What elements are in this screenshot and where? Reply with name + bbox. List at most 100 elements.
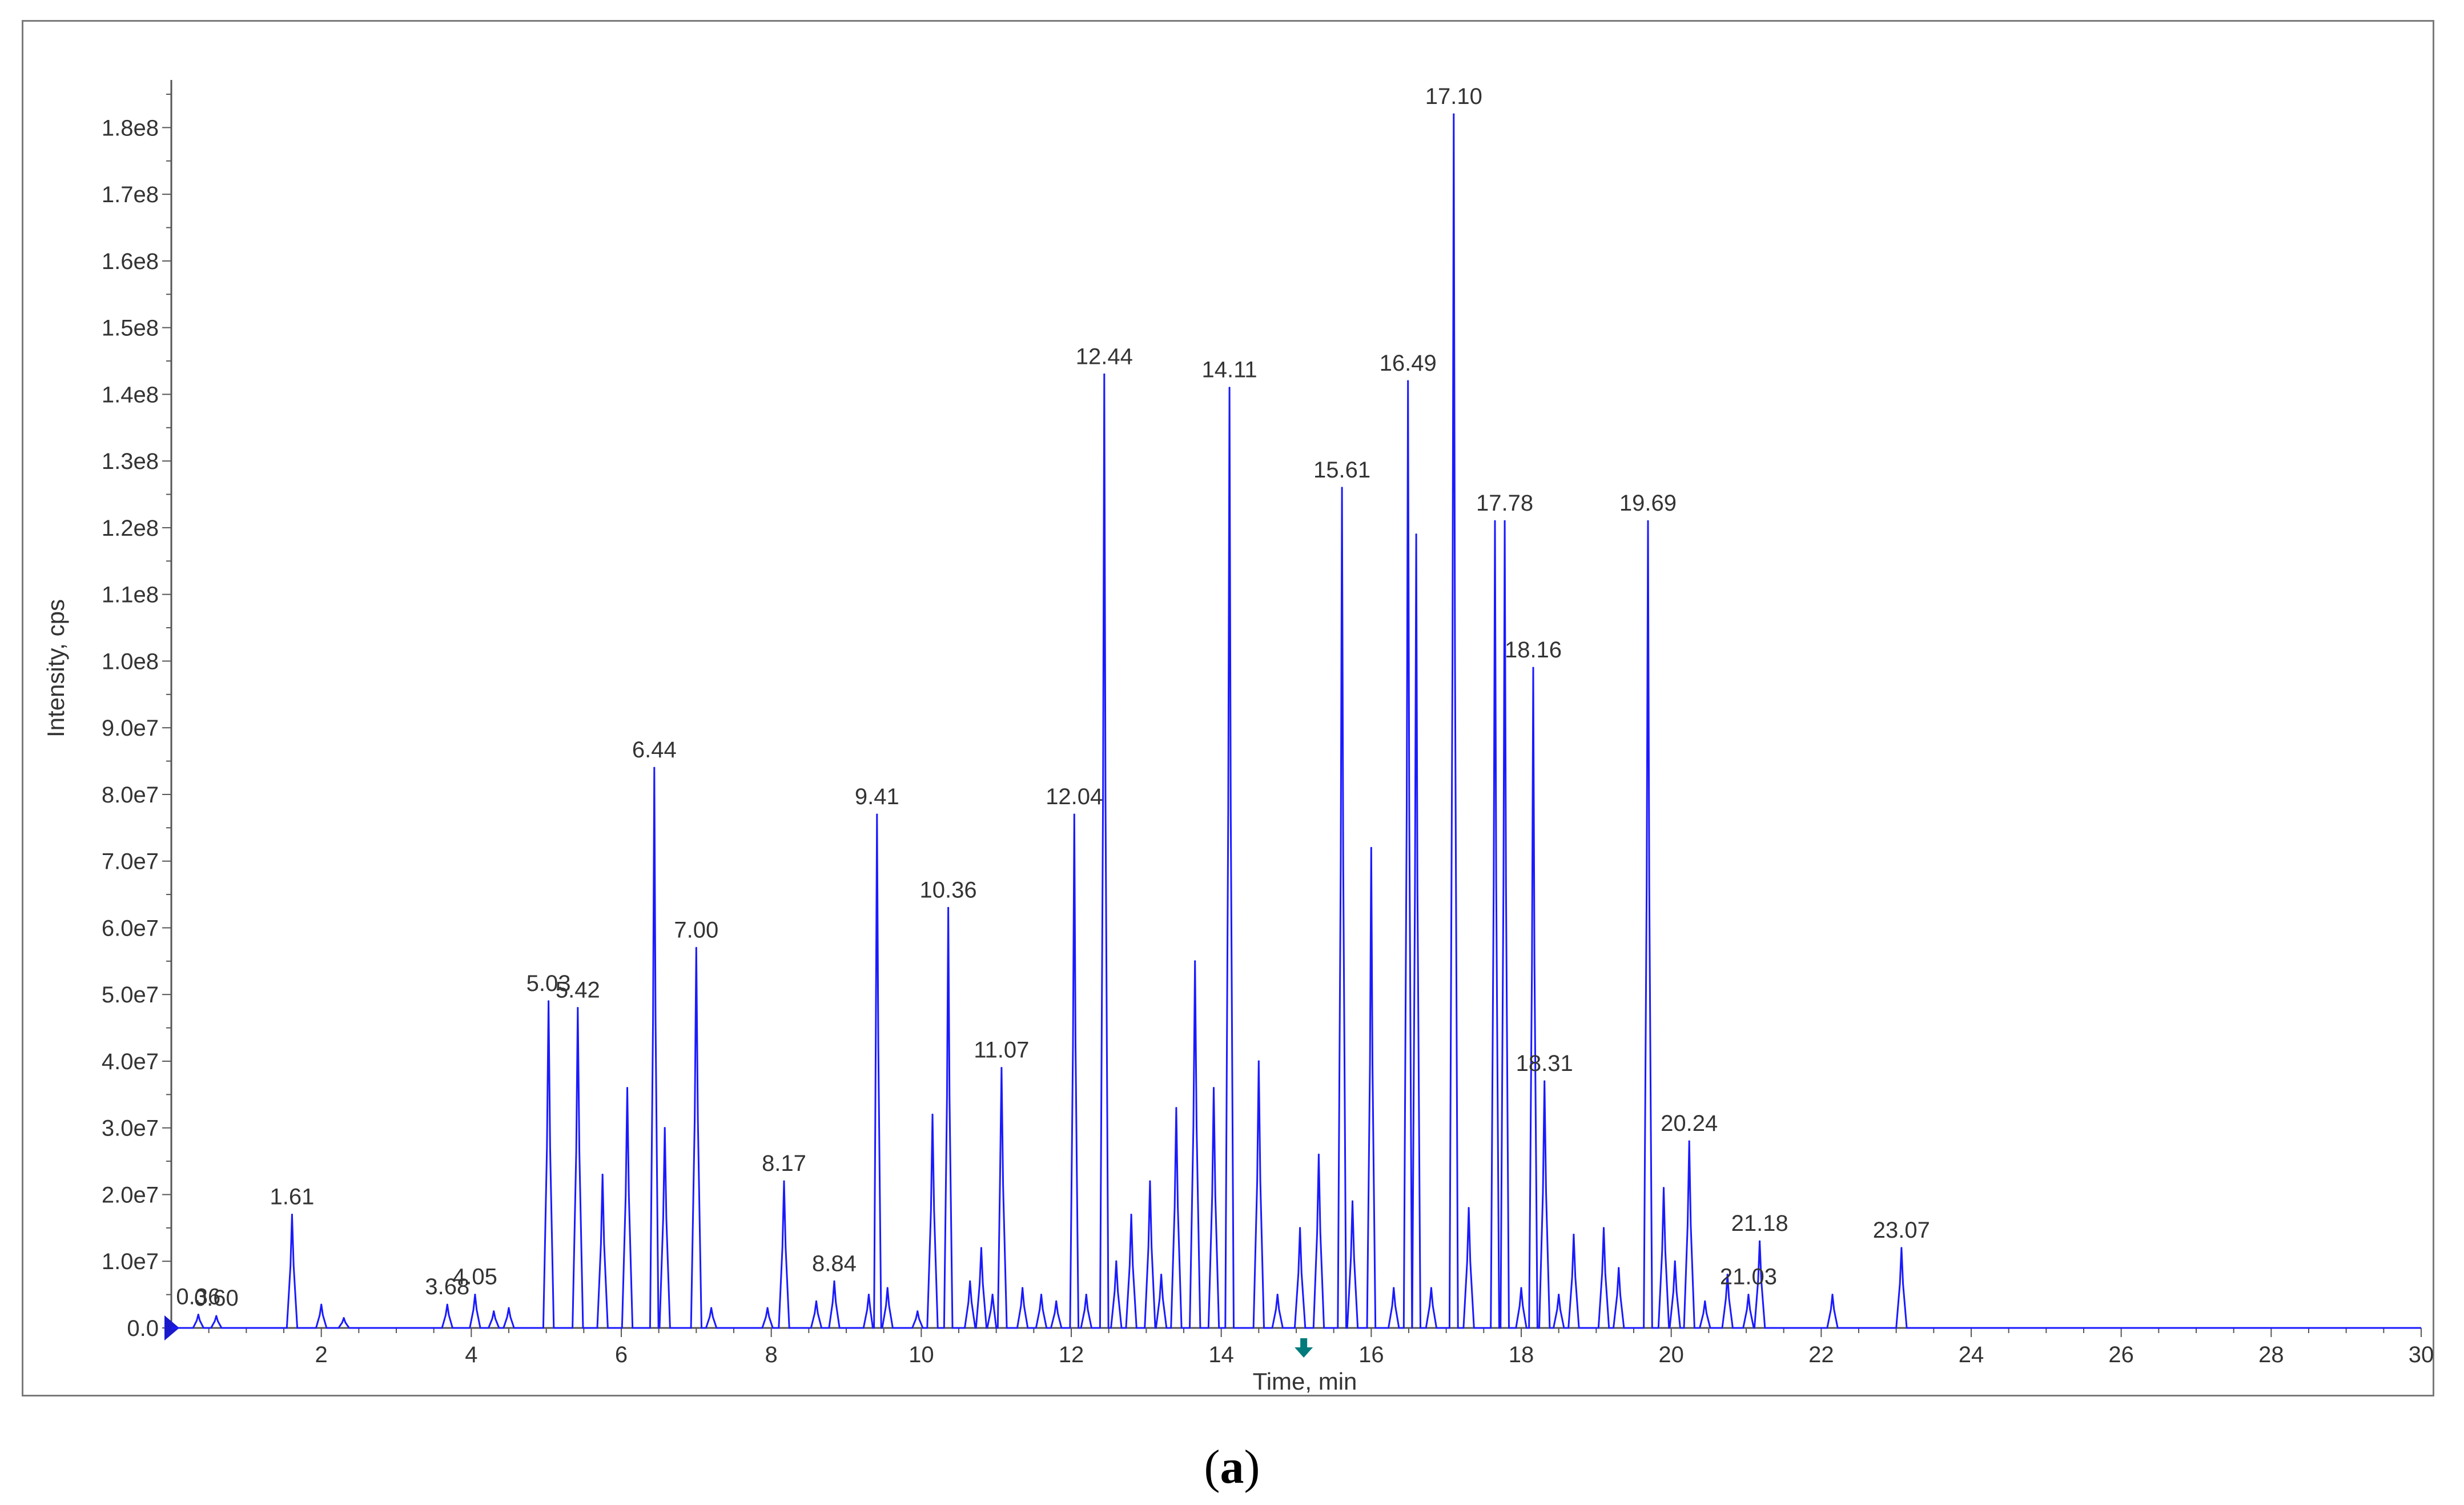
peak-label: 12.44 <box>1076 344 1133 369</box>
peak-apex <box>1532 667 1534 669</box>
y-tick-label: 2.0e7 <box>102 1182 159 1207</box>
peak-apex <box>1073 813 1075 816</box>
x-tick-label: 14 <box>1208 1342 1234 1367</box>
peak-apex <box>1040 1294 1042 1296</box>
peak-apex <box>1317 1153 1320 1155</box>
peak-apex <box>815 1300 817 1302</box>
peak-apex <box>1149 1180 1151 1182</box>
peak-label: 12.04 <box>1046 784 1103 809</box>
peak-label: 23.07 <box>1873 1218 1930 1243</box>
peak-apex <box>1393 1287 1395 1289</box>
peak-apex <box>1647 520 1649 522</box>
peak-apex <box>1228 387 1231 389</box>
peak-label: 3.68 <box>425 1274 469 1299</box>
y-tick-label: 0.0 <box>127 1316 159 1341</box>
peak-apex <box>1900 1247 1903 1249</box>
peak-apex <box>1130 1214 1132 1216</box>
peak-apex <box>1831 1294 1834 1296</box>
peak-apex <box>1341 487 1343 489</box>
peak-label: 15.61 <box>1313 457 1370 483</box>
peak-apex <box>1103 373 1106 375</box>
retention-marker-icon <box>1295 1338 1313 1358</box>
y-tick-label: 1.6e8 <box>102 249 159 274</box>
peak-apex <box>1160 1274 1163 1276</box>
peak-apex <box>653 766 656 769</box>
peak-apex <box>1504 520 1506 522</box>
peak-apex <box>980 1247 982 1249</box>
x-tick-label: 20 <box>1658 1342 1684 1367</box>
peak-apex <box>1520 1287 1522 1289</box>
peak-apex <box>1430 1287 1432 1289</box>
peak-apex <box>991 1294 994 1296</box>
peak-apex <box>917 1310 919 1313</box>
peak-apex <box>969 1280 971 1282</box>
y-tick-label: 9.0e7 <box>102 716 159 741</box>
peak-apex <box>886 1287 889 1289</box>
peak-label: 17.78 <box>1476 491 1533 516</box>
peak-label: 21.03 <box>1720 1265 1777 1290</box>
peak-apex <box>1602 1227 1605 1229</box>
x-axis-title: Time, min <box>1253 1368 1357 1395</box>
peak-apex <box>664 1127 666 1129</box>
peak-apex <box>1000 1067 1003 1069</box>
y-tick-label: 1.5e8 <box>102 316 159 341</box>
peak-apex <box>1726 1274 1729 1276</box>
peak-apex <box>577 1007 579 1009</box>
x-tick-label: 26 <box>2108 1342 2134 1367</box>
peak-label: 16.49 <box>1380 351 1437 376</box>
axes: 2 4 6 8 10 12 14 16 18 20 22 24 26 28 300.01.0e72.0e73… <box>102 80 2434 1367</box>
peak-apex <box>474 1294 476 1296</box>
y-tick-label: 1.1e8 <box>102 583 159 608</box>
peak-label: 10.36 <box>920 877 977 902</box>
peak-apex <box>783 1180 785 1182</box>
peak-label: 1.61 <box>270 1185 315 1210</box>
x-tick-label: 28 <box>2258 1342 2284 1367</box>
peak-apex <box>1276 1294 1279 1296</box>
peak-label: 11.07 <box>974 1038 1029 1063</box>
peak-apex <box>493 1310 495 1313</box>
peak-apex <box>867 1294 870 1296</box>
y-tick-label: 5.0e7 <box>102 982 159 1008</box>
peak-label: 8.84 <box>812 1251 857 1276</box>
peak-label: 19.69 <box>1619 491 1677 516</box>
peak-label: 5.03 <box>526 971 571 996</box>
peak-apex <box>710 1307 713 1309</box>
x-tick-label: 8 <box>765 1342 778 1367</box>
y-tick-label: 4.0e7 <box>102 1049 159 1074</box>
peak-apex <box>1370 846 1372 849</box>
peak-label: 17.10 <box>1425 84 1482 109</box>
y-tick-label: 1.8e8 <box>102 115 159 141</box>
peak-apex <box>343 1317 345 1319</box>
peak-apex <box>1299 1227 1301 1229</box>
peak-label: 20.24 <box>1661 1111 1718 1136</box>
peak-apex <box>833 1280 835 1282</box>
peak-apex <box>1022 1287 1024 1289</box>
peak-apex <box>1175 1107 1177 1109</box>
peak-label: 6.44 <box>632 737 677 762</box>
chromatogram-trace <box>171 113 2421 1329</box>
peak-label: 5.42 <box>556 978 600 1003</box>
peak-apex <box>1618 1267 1620 1269</box>
peak-apex <box>1415 533 1417 536</box>
peak-apex <box>1558 1294 1560 1296</box>
x-tick-label: 10 <box>909 1342 934 1367</box>
peak-apex <box>215 1315 218 1317</box>
x-tick-label: 18 <box>1509 1342 1534 1367</box>
x-tick-label: 30 <box>2409 1342 2434 1367</box>
peak-apex <box>1115 1260 1118 1262</box>
y-tick-label: 3.0e7 <box>102 1116 159 1141</box>
peak-apex <box>1453 113 1455 115</box>
x-tick-label: 24 <box>1959 1342 1984 1367</box>
panel-letter: a <box>1220 1440 1244 1494</box>
y-tick-label: 1.0e7 <box>102 1249 159 1274</box>
peak-apex <box>291 1214 293 1216</box>
peak-apex <box>446 1303 448 1306</box>
peak-label: 14.11 <box>1202 358 1257 383</box>
peak-label: 18.16 <box>1505 637 1562 663</box>
peak-apex <box>1747 1294 1750 1296</box>
x-tick-label: 6 <box>615 1342 628 1367</box>
peak-apex <box>1759 1240 1761 1242</box>
x-tick-label: 12 <box>1059 1342 1084 1367</box>
peak-apex <box>601 1173 604 1175</box>
peak-apex <box>1194 960 1196 962</box>
